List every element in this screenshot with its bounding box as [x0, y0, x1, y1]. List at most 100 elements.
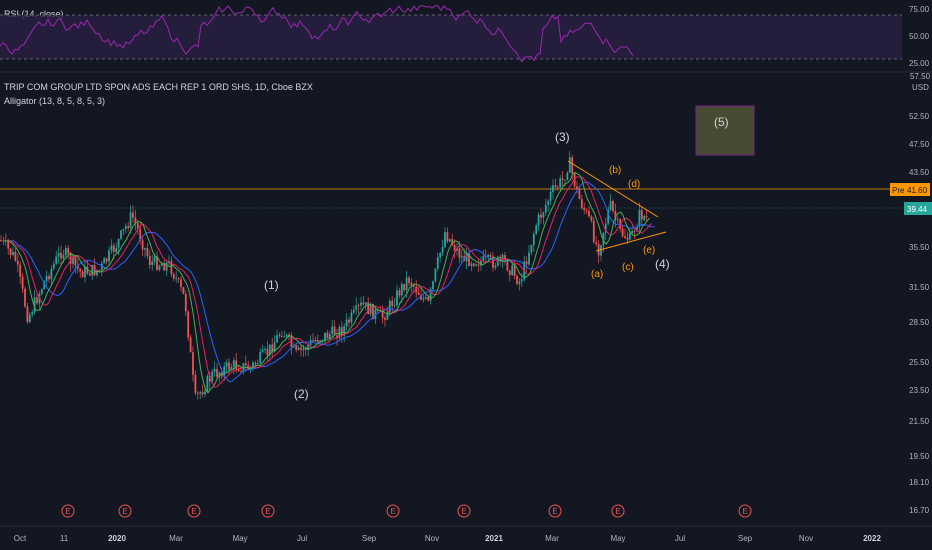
earnings-marker-label: E: [191, 507, 196, 516]
earnings-marker[interactable]: [61, 504, 75, 518]
candle-body: [244, 363, 247, 366]
candle-body: [26, 306, 29, 323]
candle-body: [420, 294, 422, 300]
earnings-marker[interactable]: [261, 504, 275, 518]
triangle-lower-trendline[interactable]: [595, 231, 667, 252]
time-tick: May: [232, 534, 247, 543]
time-tick: 2020: [108, 534, 126, 543]
candle-body: [134, 217, 137, 224]
candle-body: [14, 251, 17, 261]
price-tick: 28.50: [909, 318, 930, 327]
candle-body: [477, 264, 480, 266]
candle-body: [103, 258, 106, 264]
earnings-marker[interactable]: [386, 504, 400, 518]
candle-body: [206, 375, 209, 392]
candle-body: [175, 278, 178, 280]
earnings-marker[interactable]: [738, 504, 752, 518]
candle-body: [252, 362, 254, 367]
candle-body: [338, 327, 341, 339]
price-tick: 52.50: [909, 112, 930, 121]
candle-body: [165, 262, 168, 271]
wave-label-b: (b): [609, 165, 621, 176]
candle-body: [400, 284, 403, 296]
candle-body: [633, 230, 636, 232]
candle-body: [362, 302, 365, 305]
candle-body: [384, 317, 386, 320]
rsi-tick: 75.00: [909, 5, 930, 14]
candle-body: [168, 261, 170, 263]
candle-body: [369, 303, 372, 315]
candle-body: [348, 319, 350, 323]
earnings-marker[interactable]: [187, 504, 201, 518]
candle-body: [542, 212, 545, 218]
candle-body: [612, 201, 614, 212]
time-tick: 2021: [485, 534, 503, 543]
candle-body: [352, 309, 355, 313]
candle-body: [388, 300, 391, 313]
triangle-upper-trendline[interactable]: [567, 160, 659, 218]
earnings-marker[interactable]: [457, 504, 471, 518]
wave5-target-box[interactable]: [695, 105, 755, 156]
candle-body: [547, 200, 550, 205]
time-tick: Jul: [297, 534, 307, 543]
earnings-marker-label: E: [390, 507, 395, 516]
time-tick: Mar: [169, 534, 183, 543]
candle-body: [110, 245, 113, 251]
candle-body: [12, 251, 14, 255]
candle-body: [148, 255, 151, 265]
candle-body: [2, 240, 5, 242]
rsi-tick: 50.00: [909, 32, 930, 41]
candle-body: [100, 263, 103, 270]
time-tick: 2022: [863, 534, 881, 543]
candle-body: [201, 392, 204, 395]
rsi-label: RSI (14, close): [4, 9, 64, 19]
candle-body: [424, 297, 427, 299]
time-axis[interactable]: Oct 11 2020 Mar May Jul Sep Nov 2021 Mar May Jul Sep…: [14, 534, 882, 543]
wave-label-3: (3): [555, 130, 570, 144]
rsi-band: [0, 15, 902, 59]
price-axis[interactable]: 52.5047.5043.5039.5035.5031.5028.5025.50…: [909, 5, 930, 515]
candle-body: [105, 258, 108, 262]
candle-body: [31, 312, 34, 315]
earnings-marker[interactable]: [548, 504, 562, 518]
candle-body: [84, 266, 86, 278]
rsi-tick: 25.00: [909, 59, 930, 68]
candle-body: [540, 214, 542, 218]
resistance-prefix: Pre: [892, 186, 905, 195]
candle-body: [645, 216, 648, 218]
candle-body: [492, 256, 494, 268]
price-tick: 43.50: [909, 168, 930, 177]
candle-body: [237, 369, 240, 372]
candle-body: [568, 157, 571, 173]
candle-body: [189, 337, 192, 353]
candle-body: [607, 209, 610, 224]
candle-body: [278, 335, 281, 336]
candle-body: [297, 347, 300, 350]
candle-body: [55, 256, 58, 264]
time-tick: 11: [60, 534, 69, 543]
candle-body: [619, 219, 622, 229]
candle-body: [194, 374, 197, 393]
candle-body: [177, 278, 180, 280]
earnings-marker[interactable]: [118, 504, 132, 518]
candle-body: [482, 255, 485, 261]
price-tick: 16.70: [909, 506, 930, 515]
candle-body: [578, 189, 581, 199]
candle-body: [638, 209, 641, 228]
earnings-marker-label: E: [122, 507, 127, 516]
candle-body: [554, 185, 557, 187]
candle-body: [549, 191, 552, 201]
candle-body: [271, 344, 274, 353]
candle-body: [74, 256, 77, 266]
candle-body: [288, 334, 290, 337]
candle-body: [192, 352, 194, 375]
earnings-marker[interactable]: [611, 504, 625, 518]
candle-body: [501, 255, 504, 261]
alligator-lips: [3, 172, 650, 394]
candle-body: [136, 223, 139, 229]
candle-body: [276, 335, 278, 343]
candle-body: [108, 250, 110, 262]
price-tick: 23.50: [909, 386, 930, 395]
